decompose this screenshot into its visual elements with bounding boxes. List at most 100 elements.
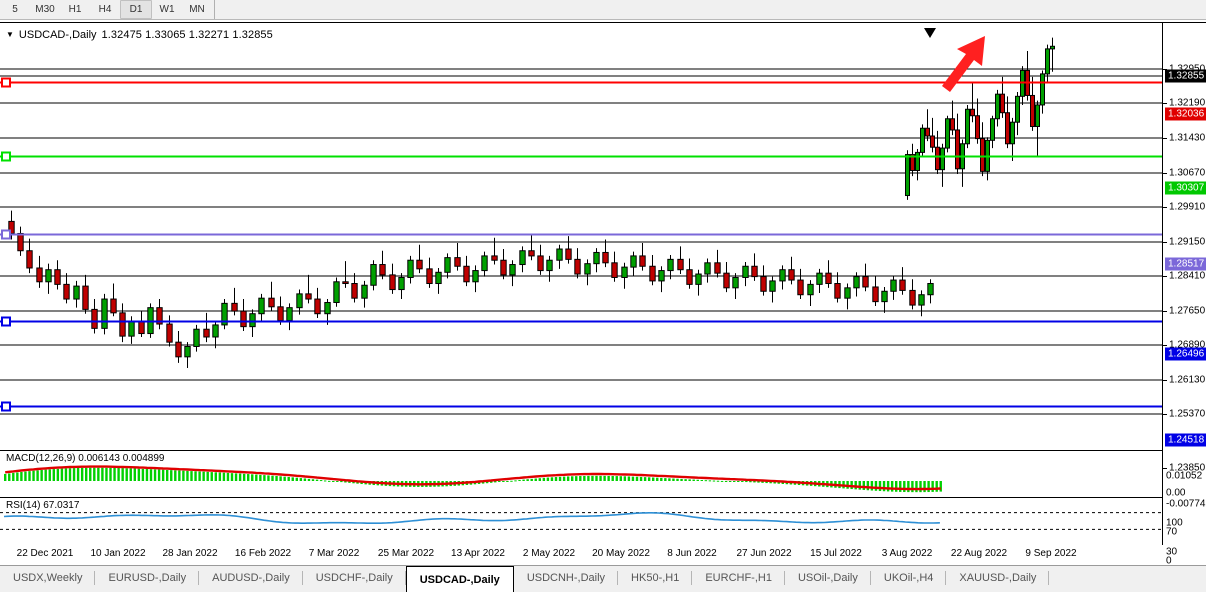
price-tick-label: 1.32190 <box>1169 97 1206 109</box>
price-tickmark <box>1163 103 1167 104</box>
timeframe-h4[interactable]: H4 <box>98 4 112 15</box>
price-tick-label: 1.29910 <box>1169 201 1206 213</box>
date-axis: 22 Dec 2021 10 Jan 2022 28 Jan 2022 16 Feb … <box>0 544 1162 566</box>
rsi-label: RSI(14) 67.0317 <box>5 500 81 511</box>
macd-plot <box>4 465 942 493</box>
blue-level-tag-2[interactable]: 1.24518 <box>1165 433 1206 447</box>
price-tickmark <box>1163 414 1167 415</box>
collapse-caret-icon[interactable]: ▼ <box>6 30 14 39</box>
timeframe-mn[interactable]: MN <box>189 4 205 15</box>
symbol-tab-label: XAUUSD-,Daily <box>959 572 1037 584</box>
symbol-tab-bar: USDX,Weekly EURUSD-,Daily AUDUSD-,Daily USD… <box>0 565 1206 592</box>
date-axis-label: 20 May 2022 <box>592 548 650 559</box>
macd-scale-top: 0.01052 <box>1166 470 1203 482</box>
tab-separator <box>198 571 200 585</box>
rsi-scale-100: 100 <box>1166 517 1183 529</box>
symbol-tab-label: HK50-,H1 <box>631 572 680 584</box>
symbol-tab-hk50-h1[interactable]: HK50-,H1 <box>618 566 693 590</box>
symbol-label: USDCAD-,Daily <box>18 29 97 41</box>
timeframe-toolbar: 5 M30 H1 H4 D1 W1 MN <box>0 0 1206 20</box>
date-axis-label: 9 Sep 2022 <box>1025 548 1077 559</box>
date-axis-label: 10 Jan 2022 <box>90 548 146 559</box>
price-pane[interactable]: ▼ USDCAD-,Daily 1.32475 1.33065 1.32271 … <box>0 23 1163 451</box>
symbol-tab-label: AUDUSD-,Daily <box>212 572 290 584</box>
rsi-pane[interactable]: RSI(14) 67.0317 <box>0 498 1163 545</box>
timeframe-m30[interactable]: M30 <box>35 4 55 15</box>
symbol-tab-label: USDCAD-,Daily <box>419 573 500 586</box>
candlestick-plot <box>0 28 1162 415</box>
symbol-tab-label: EURCHF-,H1 <box>705 572 772 584</box>
chart-area: ▼ USDCAD-,Daily 1.32475 1.33065 1.32271 … <box>0 22 1206 567</box>
price-tickmark <box>1163 468 1167 469</box>
tab-separator <box>945 571 947 585</box>
date-axis-label: 22 Aug 2022 <box>950 548 1008 559</box>
symbol-tab-usdcnh-daily[interactable]: USDCNH-,Daily <box>514 566 619 590</box>
symbol-tab-usdchf-daily[interactable]: USDCHF-,Daily <box>303 566 406 590</box>
timeframe-group: 5 M30 H1 H4 D1 W1 MN <box>0 0 215 19</box>
current-price-tag[interactable]: 1.32855 <box>1165 69 1206 83</box>
price-tickmark <box>1163 311 1167 312</box>
purple-level-tag[interactable]: 1.28517 <box>1165 257 1206 271</box>
ohlc-values: 1.32475 1.33065 1.32271 1.32855 <box>101 29 273 41</box>
tab-separator <box>404 571 406 585</box>
price-tick-label: 1.27650 <box>1169 305 1206 317</box>
rsi-scale-30: 30 <box>1166 546 1178 558</box>
price-tick-label: 1.29150 <box>1169 236 1206 248</box>
price-tick-label: 1.32950 <box>1169 64 1205 75</box>
tab-separator <box>301 571 303 585</box>
tab-separator <box>1048 571 1050 585</box>
green-level-tag[interactable]: 1.30307 <box>1165 181 1206 195</box>
rsi-plot <box>0 512 1162 530</box>
symbol-tab-label: USDCNH-,Daily <box>526 572 606 584</box>
red-arrow-annotation <box>942 36 985 92</box>
price-tickmark <box>1163 207 1167 208</box>
macd-label: MACD(12,26,9) 0.006143 0.004899 <box>5 453 166 464</box>
symbol-tab-audusd-daily[interactable]: AUDUSD-,Daily <box>199 566 303 590</box>
symbol-tab-eurchf-h1[interactable]: EURCHF-,H1 <box>692 566 785 590</box>
timeframe-h1[interactable]: H1 <box>68 4 82 15</box>
rsi-scale-0: 0 <box>1166 555 1172 567</box>
price-scale[interactable]: 1.32950 1.32190 1.31430 1.30670 1.29910 1.291… <box>1163 23 1206 567</box>
date-axis-label: 7 Mar 2022 <box>308 548 360 559</box>
blue-level-tag-1[interactable]: 1.26496 <box>1165 347 1206 361</box>
symbol-tab-label: UKOil-,H4 <box>883 572 934 584</box>
symbol-tab-usoil-daily[interactable]: USOil-,Daily <box>785 566 871 590</box>
date-axis-label: 2 May 2022 <box>522 548 576 559</box>
price-tick-label: 1.31430 <box>1169 132 1206 144</box>
tab-separator <box>691 571 693 585</box>
symbol-tab-eurusd-daily[interactable]: EURUSD-,Daily <box>95 566 200 590</box>
tab-separator <box>94 571 96 585</box>
date-axis-label: 3 Aug 2022 <box>881 548 933 559</box>
macd-pane[interactable]: MACD(12,26,9) 0.006143 0.004899 <box>0 451 1163 498</box>
price-tickmark <box>1163 276 1167 277</box>
timeframe-5[interactable]: 5 <box>12 4 18 15</box>
price-tickmark <box>1163 138 1167 139</box>
price-tickmark <box>1163 173 1167 174</box>
timeframe-d1[interactable]: D1 <box>120 0 152 19</box>
date-axis-label: 27 Jun 2022 <box>736 548 792 559</box>
date-axis-label: 8 Jun 2022 <box>667 548 717 559</box>
red-level-tag[interactable]: 1.32036 <box>1165 107 1206 121</box>
quote-header: ▼ USDCAD-,Daily 1.32475 1.33065 1.32271 … <box>6 29 273 41</box>
symbol-tab-usdx-weekly[interactable]: USDX,Weekly <box>0 566 96 590</box>
date-axis-label: 28 Jan 2022 <box>162 548 218 559</box>
symbol-tab-usdcad-daily[interactable]: USDCAD-,Daily <box>405 566 514 592</box>
symbol-tab-label: USDX,Weekly <box>13 572 83 584</box>
symbol-tab-label: EURUSD-,Daily <box>108 572 187 584</box>
macd-scale-bottom: -0.00774 <box>1166 498 1206 510</box>
tab-separator <box>869 571 871 585</box>
date-axis-label: 16 Feb 2022 <box>234 548 292 559</box>
price-tick-label: 1.23850 <box>1169 462 1206 474</box>
date-axis-label: 25 Mar 2022 <box>377 548 435 559</box>
macd-scale-mid: 0.00 <box>1166 487 1186 499</box>
timeframe-w1[interactable]: W1 <box>159 4 175 15</box>
date-axis-label: 13 Apr 2022 <box>451 548 505 559</box>
date-axis-label: 15 Jul 2022 <box>810 548 862 559</box>
price-tickmark <box>1163 242 1167 243</box>
price-tick-label: 1.30670 <box>1169 167 1206 179</box>
date-axis-label: 22 Dec 2021 <box>16 548 74 559</box>
symbol-tab-ukoil-h4[interactable]: UKOil-,H4 <box>871 566 947 590</box>
symbol-tab-xauusd-daily[interactable]: XAUUSD-,Daily <box>946 566 1050 590</box>
price-tick-label: 1.26130 <box>1169 374 1206 386</box>
